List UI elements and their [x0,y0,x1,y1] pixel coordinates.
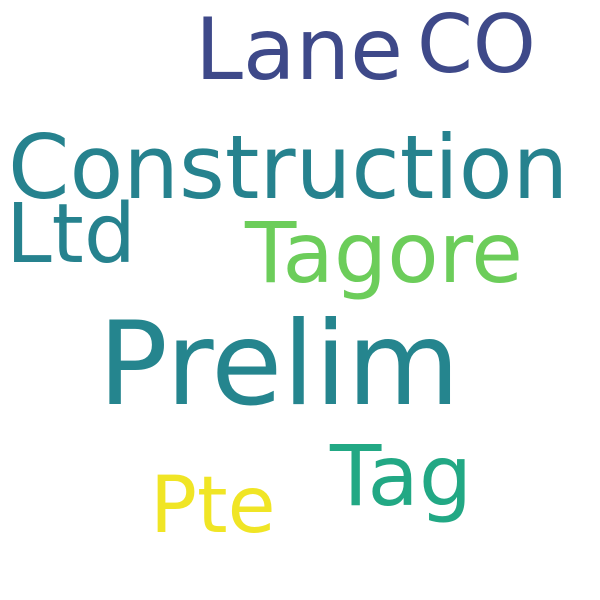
word-lane: Lane [195,0,403,100]
word-pte: Pte [150,461,276,551]
word-prelim: Prelim [98,297,460,432]
word-tagore: Tagore [244,204,523,302]
word-co: CO [417,0,536,91]
word-tag: Tag [329,427,472,525]
word-construction: Construction [8,116,568,219]
word-ltd: Ltd [6,187,136,282]
